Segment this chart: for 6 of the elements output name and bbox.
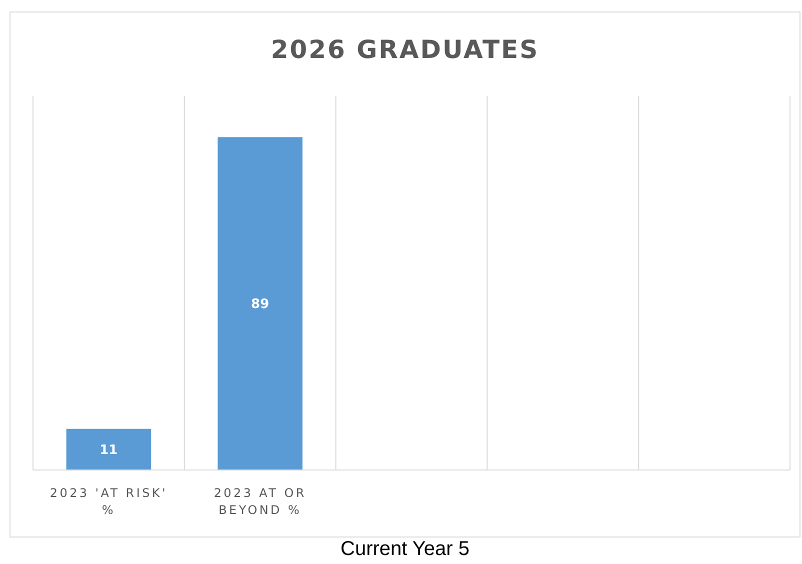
x-tick-label: 2023 'AT RISK' % bbox=[50, 486, 168, 517]
data-label: 89 bbox=[251, 297, 270, 312]
x-tick-label: 2023 AT OR BEYOND % bbox=[214, 486, 306, 517]
text: Current Year 5 bbox=[340, 538, 470, 560]
chart-title: 2026 GRADUATES bbox=[270, 35, 540, 64]
data-label: 11 bbox=[100, 442, 118, 458]
